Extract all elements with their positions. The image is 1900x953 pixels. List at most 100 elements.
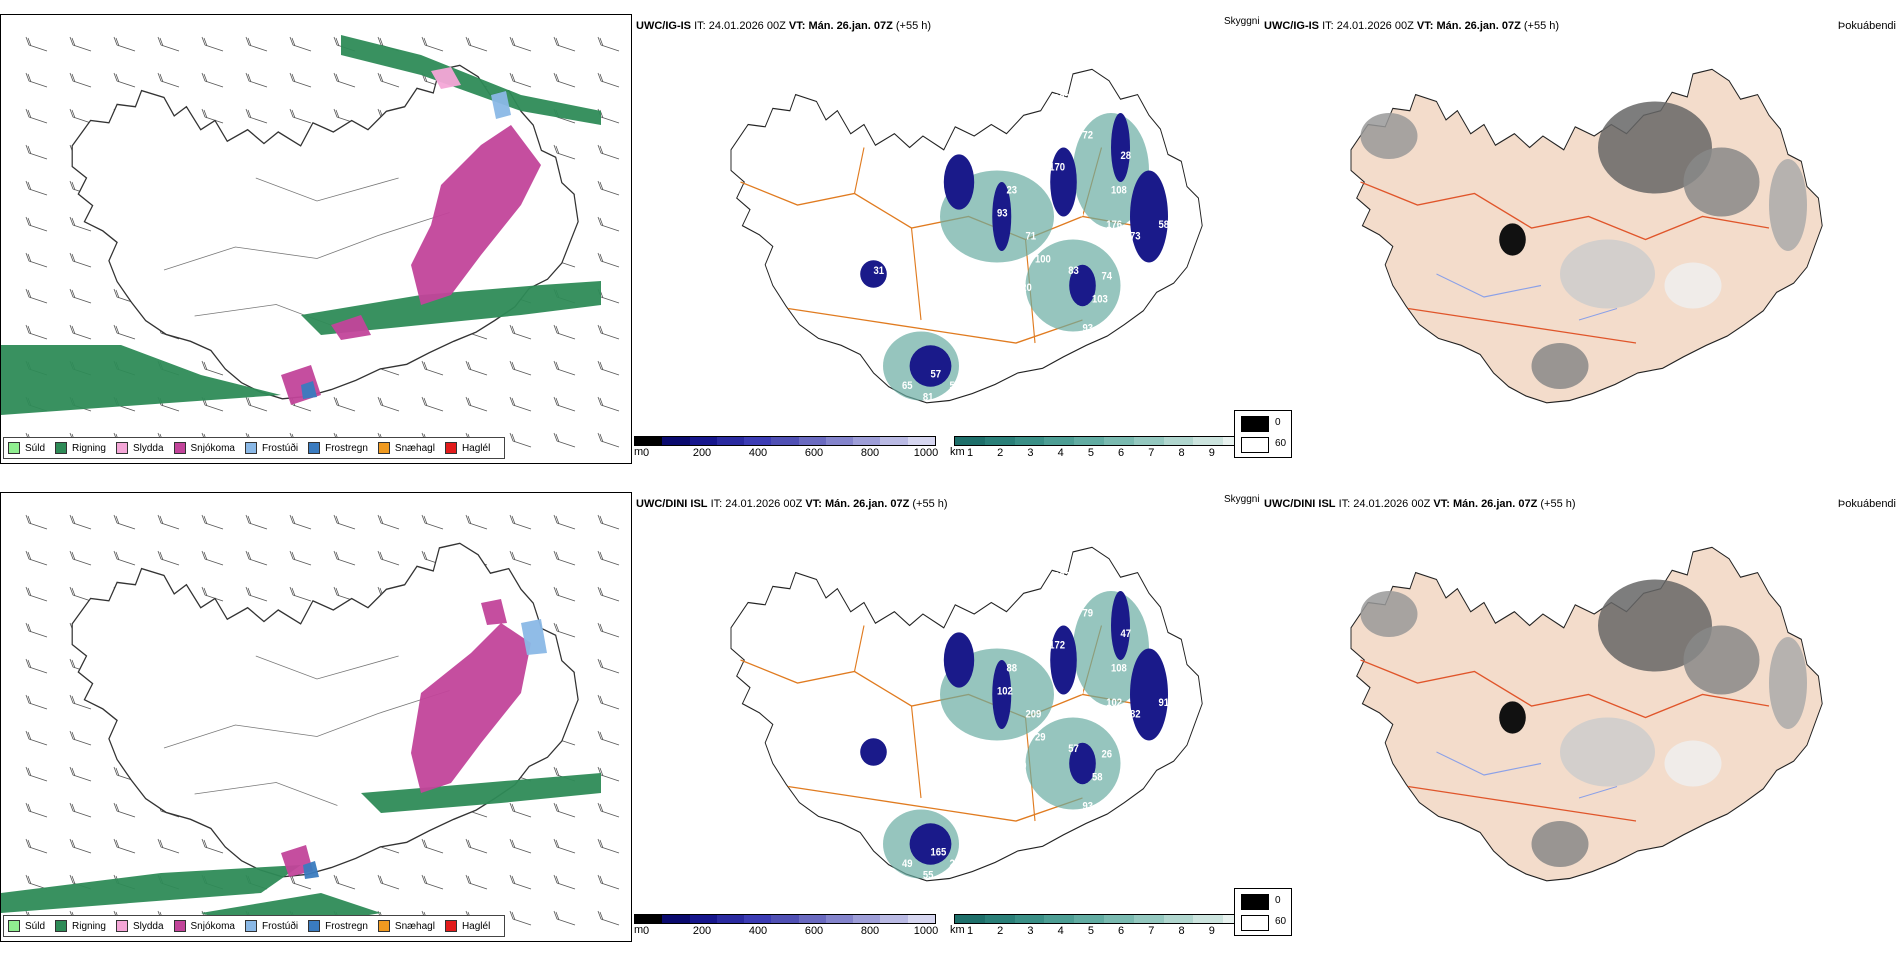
ceiling-value-label: 71 (1026, 230, 1037, 243)
fog-legend-label-60: 60 (1275, 916, 1287, 927)
fog-legend-label-60: 60 (1275, 438, 1287, 449)
precip-area (301, 281, 601, 335)
legend-label: Rigning (72, 442, 106, 454)
fog-area (1531, 821, 1589, 867)
ceiling-value-label: 108 (1111, 184, 1127, 197)
legend-label: Rigning (72, 920, 106, 932)
ceiling-area (1130, 648, 1168, 741)
precip-area (361, 773, 601, 813)
panel-title: Þokuábendi (1837, 20, 1896, 32)
ceiling-value-label: 91 (1159, 696, 1170, 709)
ceiling-area (1111, 591, 1130, 660)
ceiling-value-label: 120 (1016, 281, 1032, 294)
fog-area (1683, 625, 1760, 695)
legend-label: Snjókoma (190, 920, 235, 932)
precip-area (341, 35, 601, 125)
ceiling-tick: 400 (748, 925, 768, 937)
river-network (1436, 751, 1618, 799)
precip-area (411, 623, 531, 793)
ceiling-area (992, 660, 1012, 729)
visibility-tick: 8 (1178, 447, 1185, 459)
ceiling-value-label: 26 (1035, 138, 1046, 151)
ceiling-area (943, 632, 975, 688)
ceiling-value-label: 26 (1102, 748, 1113, 761)
model-name: UWC/IG-IS (1264, 20, 1319, 32)
valid-time: Mán. 26.jan. 07Z (824, 498, 910, 510)
ceiling-value-label: 67 (1130, 299, 1141, 312)
visibility-panel: UWC/IG-IS IT: 24.01.2026 00Z VT: Mán. 26… (634, 0, 1264, 470)
ceiling-tick: 600 (804, 447, 824, 459)
legend-swatch (8, 920, 20, 932)
ceiling-area (860, 738, 887, 766)
precip-area (521, 619, 547, 655)
visibility-tick: 4 (1057, 925, 1064, 937)
ceiling-tick: 800 (860, 447, 880, 459)
ceiling-area (860, 260, 887, 288)
valid-label: VT: (1433, 498, 1450, 510)
fog-area (1683, 147, 1760, 217)
visibility-tick: 9 (1208, 925, 1215, 937)
fog-area (1598, 579, 1712, 672)
fog-area (1664, 262, 1722, 309)
visibility-tick: 2 (997, 447, 1004, 459)
ceiling-value-label: 79 (1083, 606, 1094, 619)
legend-item-7: Haglél (444, 920, 490, 932)
ceiling-tick: 200 (692, 447, 712, 459)
ceiling-area (943, 154, 975, 210)
ceiling-value-label: 100 (1035, 253, 1051, 266)
legend-item-3: Snjókoma (173, 442, 235, 454)
legend-swatch (55, 920, 68, 932)
precip-legend: Súld Rigning Slydda Snjókoma Frostúði Frostre… (3, 437, 506, 459)
forecast-row-dini-isl: UWC/DINI ISL IT: 24.01.2026 00Z VT: Mán.… (0, 478, 1900, 953)
lead-time: (+55 h) (1540, 498, 1576, 510)
legend-label: Frostúði (261, 442, 299, 454)
ceiling-value-label: 57 (931, 368, 942, 381)
fog-legend-swatch-60 (1241, 437, 1269, 453)
ceiling-value-label: 92 (978, 765, 989, 778)
ceiling-tick: 600 (804, 925, 824, 937)
ceiling-area (1069, 742, 1096, 785)
fog-area (1360, 113, 1418, 159)
visibility-tick: 5 (1087, 447, 1094, 459)
legend-label: Snjókoma (190, 442, 235, 454)
visibility-tick: 7 (1148, 447, 1155, 459)
panel-header: Skyggni UWC/DINI ISL IT: 24.01.2026 00Z … (1224, 494, 1896, 512)
ceiling-tick: 1000 (913, 447, 939, 459)
ceiling-value-label: 209 (1026, 708, 1042, 721)
ceiling-value-label: 93 (1083, 322, 1094, 335)
fog-area (1598, 101, 1712, 194)
lead-time: (+55 h) (912, 498, 948, 510)
fog-legend-box: 0 60 (1234, 410, 1292, 458)
legend-item-1: Rigning (55, 920, 106, 932)
ceiling-value-label: 39 (1035, 616, 1046, 629)
legend-label: Haglél (461, 442, 491, 454)
fog-legend-label-0: 0 (1275, 895, 1281, 906)
ceiling-value-label: 73 (1130, 230, 1141, 243)
visibility-tick: 9 (1208, 447, 1215, 459)
ceiling-area (1050, 625, 1077, 695)
ceiling-value-label: 47 (1121, 627, 1132, 640)
legend-label: Snæhagl (394, 920, 435, 932)
ceiling-value-label: 31 (874, 264, 885, 277)
ceiling-value-label: 83 (912, 892, 923, 905)
precip-area (481, 599, 507, 625)
ceiling-value-label: 72 (1083, 128, 1094, 141)
ceiling-area (1111, 113, 1130, 182)
valid-label: VT: (805, 498, 822, 510)
visibility-tick: 5 (1087, 925, 1094, 937)
ceiling-tick: 800 (860, 925, 880, 937)
fog-core (1499, 223, 1526, 256)
legend-swatch (444, 920, 457, 932)
ceiling-value-label: 58 (1092, 771, 1103, 784)
precip-area (303, 861, 319, 879)
ceiling-value-label: 9 (1149, 276, 1154, 289)
precip-map: Súld Rigning Slydda Snjókoma Frostúði Frostre… (0, 14, 632, 464)
precip-type-panel: UWC/IG-IS IT: 24.01.2026 00Z VT: Mán. 26… (0, 0, 634, 470)
fog-panel: Skyggni UWC/DINI ISL IT: 24.01.2026 00Z … (1224, 478, 1900, 948)
precip-legend: Súld Rigning Slydda Snjókoma Frostúði Frostre… (3, 915, 506, 937)
ceiling-value-label: 102 (1106, 696, 1122, 709)
init-label: IT: (1338, 498, 1351, 510)
ceiling-value-label: 63 (978, 287, 989, 300)
legend-item-6: Snæhagl (377, 442, 435, 454)
ceiling-value-label: 170 (1049, 161, 1065, 174)
